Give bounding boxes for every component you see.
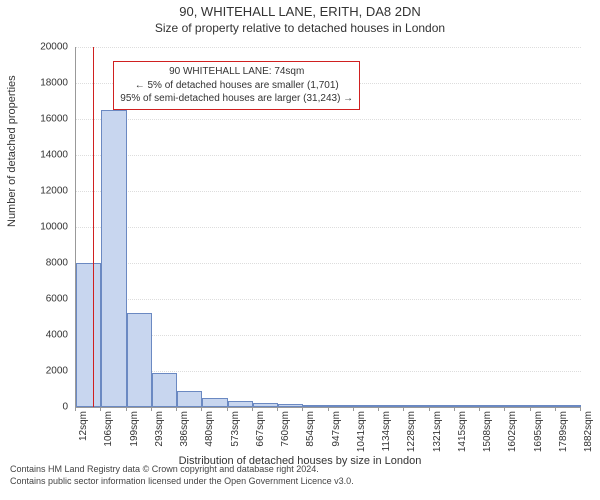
annotation-line: 90 WHITEHALL LANE: 74sqm [120,65,353,79]
grid-line [76,263,581,264]
x-tick-label: 667sqm [255,411,266,447]
x-tick-label: 106sqm [103,411,114,447]
x-tick-mark [429,407,430,411]
histogram-bar [480,405,505,407]
x-tick-label: 1508sqm [482,411,493,452]
histogram-bar [379,405,404,407]
grid-line [76,299,581,300]
x-tick-label: 1789sqm [558,411,569,452]
x-tick-label: 1321sqm [432,411,443,452]
x-tick-mark [302,407,303,411]
x-tick-label: 1602sqm [507,411,518,452]
x-tick-mark [201,407,202,411]
grid-line [76,119,581,120]
x-tick-mark [277,407,278,411]
x-tick-label: 1041sqm [356,411,367,452]
x-tick-mark [353,407,354,411]
histogram-bar [101,110,126,407]
histogram-bar [202,398,227,407]
y-tick-label: 16000 [8,114,68,125]
histogram-bar [76,263,101,407]
histogram-bar [430,405,455,407]
page-title: 90, WHITEHALL LANE, ERITH, DA8 2DN [0,0,600,19]
annotation-box: 90 WHITEHALL LANE: 74sqm← 5% of detached… [113,61,360,110]
histogram-bar [404,405,429,407]
x-tick-mark [555,407,556,411]
x-tick-label: 947sqm [331,411,342,447]
x-tick-label: 480sqm [204,411,215,447]
x-tick-mark [378,407,379,411]
x-tick-label: 12sqm [78,411,89,441]
grid-line [76,155,581,156]
histogram-bar [531,405,556,407]
x-tick-mark [227,407,228,411]
histogram-bar [253,403,278,407]
x-tick-mark [100,407,101,411]
histogram-bar [455,405,480,407]
histogram-bar [556,405,581,407]
x-tick-mark [454,407,455,411]
x-tick-label: 1134sqm [381,411,392,451]
x-tick-mark [151,407,152,411]
x-tick-mark [403,407,404,411]
y-tick-label: 0 [8,402,68,413]
grid-line [76,335,581,336]
x-tick-mark [530,407,531,411]
x-tick-mark [479,407,480,411]
plot-area: 90 WHITEHALL LANE: 74sqm← 5% of detached… [75,47,581,408]
y-tick-label: 14000 [8,150,68,161]
histogram-bar [278,404,303,407]
x-axis-label: Distribution of detached houses by size … [0,455,600,467]
histogram-bar [228,401,253,407]
histogram-bar [354,405,379,407]
x-tick-label: 573sqm [230,411,241,447]
x-tick-label: 854sqm [305,411,316,447]
histogram-bar [177,391,202,407]
y-tick-label: 12000 [8,186,68,197]
annotation-line: ← 5% of detached houses are smaller (1,7… [120,79,353,93]
x-tick-label: 386sqm [179,411,190,447]
property-marker-line [93,47,94,407]
y-tick-label: 4000 [8,330,68,341]
footer-line: Contains public sector information licen… [10,475,600,487]
x-tick-mark [328,407,329,411]
x-tick-label: 760sqm [280,411,291,447]
y-tick-label: 20000 [8,42,68,53]
x-tick-label: 1415sqm [457,411,468,452]
histogram-bar [303,405,328,407]
x-tick-mark [126,407,127,411]
x-tick-label: 1228sqm [406,411,417,452]
x-tick-label: 293sqm [154,411,165,447]
y-tick-label: 2000 [8,366,68,377]
x-tick-label: 1695sqm [533,411,544,452]
grid-line [76,191,581,192]
x-tick-mark [252,407,253,411]
x-tick-label: 199sqm [129,411,140,447]
histogram-bar [329,405,354,407]
x-tick-mark [504,407,505,411]
histogram-bar [505,405,530,407]
annotation-line: 95% of semi-detached houses are larger (… [120,92,353,106]
x-tick-mark [176,407,177,411]
y-tick-label: 6000 [8,294,68,305]
grid-line [76,47,581,48]
page-subtitle: Size of property relative to detached ho… [0,19,600,37]
grid-line [76,227,581,228]
x-tick-mark [75,407,76,411]
histogram-bar [152,373,177,407]
y-tick-label: 8000 [8,258,68,269]
histogram-bar [127,313,152,407]
histogram-chart: Number of detached properties 90 WHITEHA… [0,37,600,457]
x-tick-mark [580,407,581,411]
y-tick-label: 10000 [8,222,68,233]
y-tick-label: 18000 [8,78,68,89]
x-tick-label: 1882sqm [583,411,594,452]
